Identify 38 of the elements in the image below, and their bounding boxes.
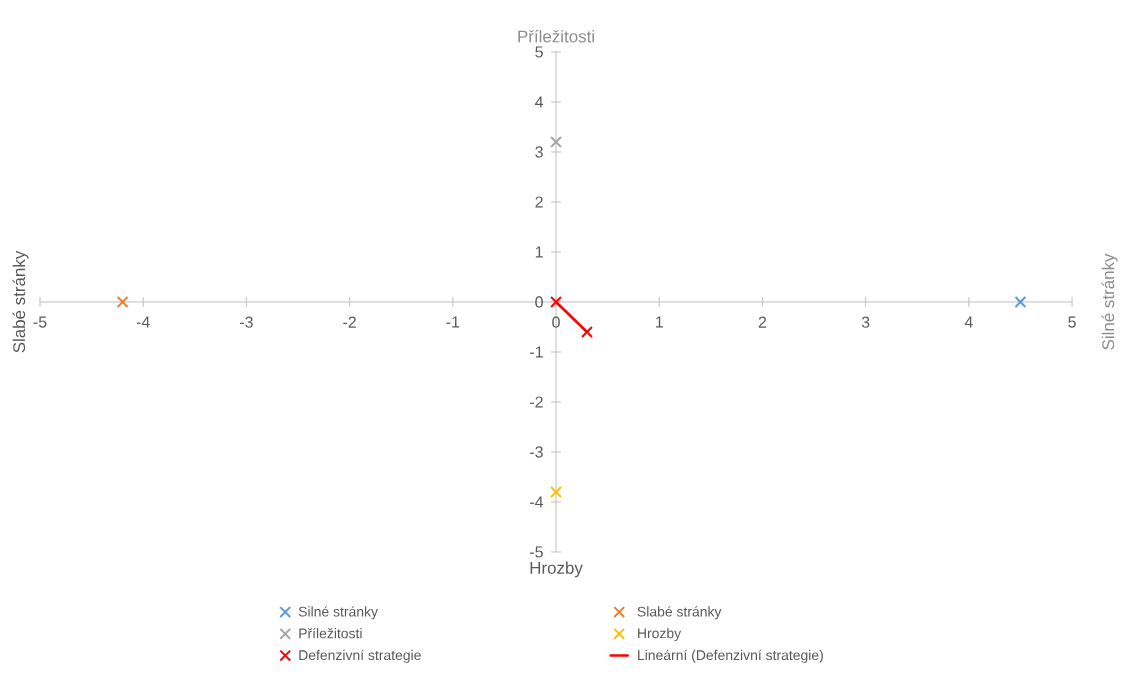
x-tick-label: 3	[861, 316, 870, 328]
legend-label: Silné stránky	[298, 606, 378, 620]
x-tick-label: 4	[964, 316, 973, 328]
point	[550, 296, 562, 308]
x-tick-label: -5	[33, 316, 47, 328]
y-tick-label: 0	[535, 296, 543, 308]
y-tick-label: 5	[535, 46, 543, 58]
point	[550, 486, 562, 498]
x-tick-label: -4	[136, 316, 150, 328]
legend-label: Lineární (Defenzivní strategie)	[638, 649, 823, 663]
y-tick-label: -1	[530, 346, 543, 358]
x-tick-label: 2	[758, 316, 767, 328]
y-tick-label: -3	[530, 446, 543, 458]
y-tick-label: -2	[530, 396, 543, 408]
y-tick-label: 1	[535, 246, 543, 258]
x-tick-label: 1	[656, 316, 663, 328]
legend-label: Hrozby	[638, 628, 682, 641]
x-tick-label: -3	[240, 316, 253, 328]
y-tick-label: 4	[535, 96, 544, 108]
x-tick-label: -1	[446, 316, 460, 328]
x-tick-label: -2	[343, 316, 356, 328]
y-tick-label: -5	[530, 546, 543, 558]
y-tick-label: 2	[535, 196, 543, 208]
x-tick-label: 5	[1068, 316, 1076, 328]
text: Slabé stránky	[12, 250, 29, 353]
point	[550, 136, 562, 148]
point	[1014, 296, 1027, 308]
y-tick-label: 3	[535, 146, 543, 158]
legend-label: Příležitosti	[299, 627, 362, 639]
x-tick-label: 0	[552, 316, 560, 328]
point	[581, 326, 593, 338]
text: Hrozby	[530, 561, 583, 578]
text: Silné stránky	[1101, 253, 1118, 350]
legend-label: Slabé stránky	[637, 606, 722, 620]
point	[116, 296, 129, 308]
text: Příležitosti	[518, 29, 594, 43]
legend-label: Defenzivní strategie	[299, 649, 421, 663]
y-tick-label: -4	[530, 496, 544, 508]
